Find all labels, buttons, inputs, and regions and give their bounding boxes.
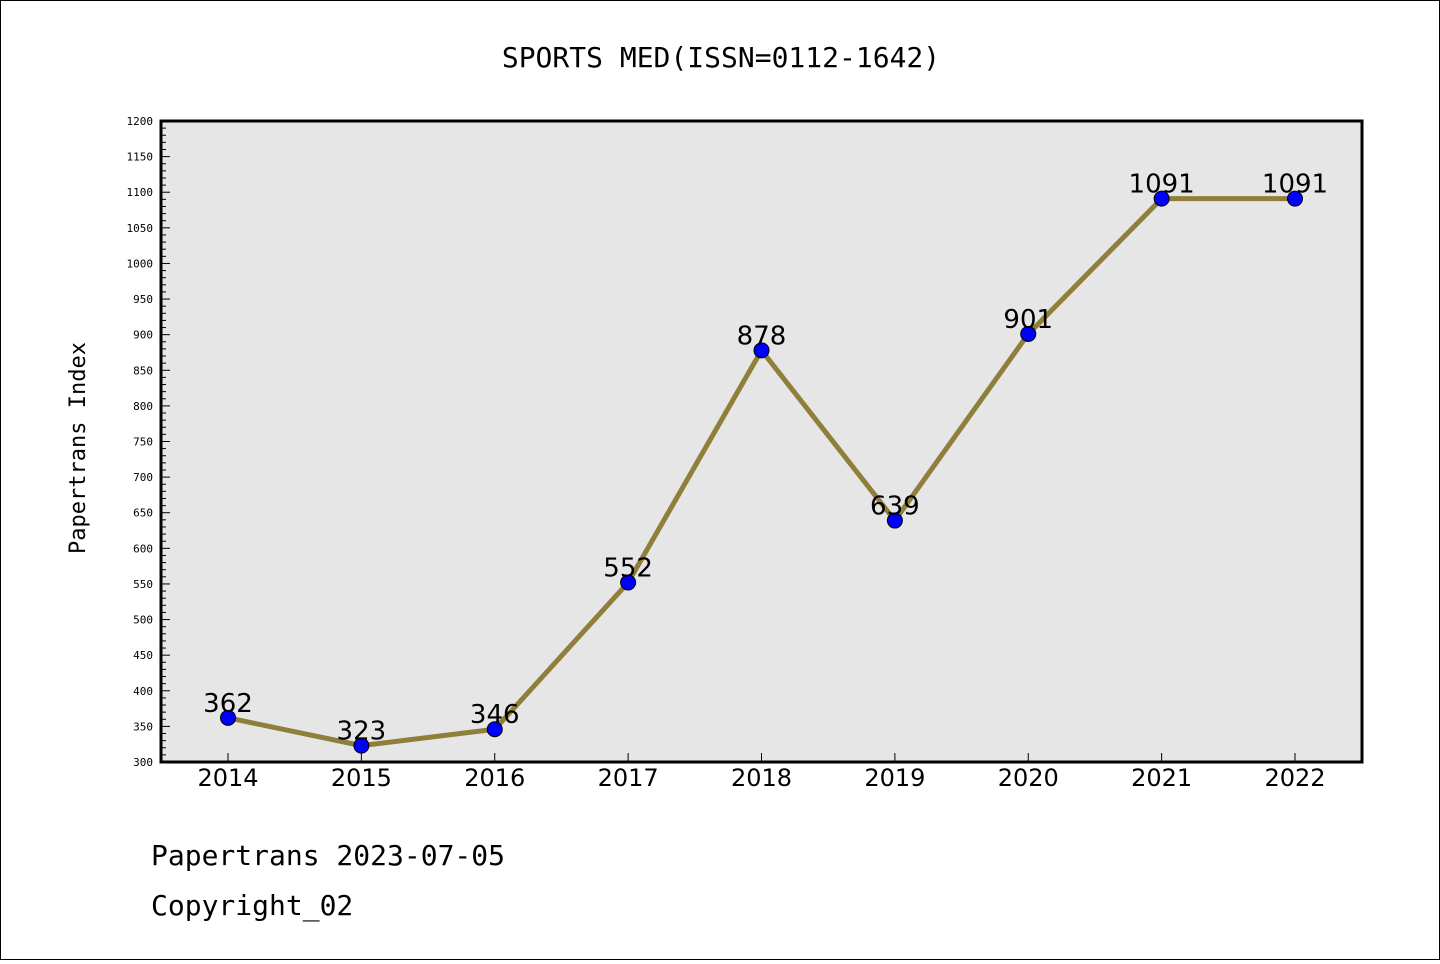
y-tick-label: 1150 [127,151,154,164]
x-tick-label: 2015 [331,764,392,792]
y-tick-label: 550 [133,578,153,591]
y-tick-label: 800 [133,400,153,413]
data-point [220,709,236,726]
y-tick-label: 1000 [127,257,154,270]
data-label: 901 [1003,305,1053,335]
data-point [1153,190,1170,207]
y-tick-label: 900 [133,329,153,342]
footer-date: Papertrans 2023-07-05 [151,839,505,872]
data-label: 878 [737,321,787,351]
data-point [486,721,503,738]
plot-area [161,121,1362,762]
plot-border [159,119,1364,764]
y-tick-label: 600 [133,542,153,555]
data-label: 323 [337,717,387,747]
y-tick-label: 750 [133,436,153,449]
x-tick-label: 2014 [197,764,258,792]
x-tick-label: 2019 [864,764,925,792]
data-point [1020,325,1037,342]
data-labels: 362 323 346 552 878 639 901 1091 1091 [203,170,1328,747]
data-label: 639 [870,492,920,522]
x-tick-label: 2022 [1264,764,1325,792]
x-tick-label: 2021 [1131,764,1192,792]
y-tick-label: 650 [133,507,153,520]
data-point [886,512,903,529]
series-group [220,190,1303,754]
x-tick-label: 2018 [731,764,792,792]
data-point [1287,190,1303,207]
data-label: 1091 [1129,170,1195,200]
data-point [620,574,637,591]
y-tick-label: 1200 [127,115,154,128]
y-tick-label: 950 [133,293,153,306]
y-tick-label: 400 [133,685,153,698]
y-tick-label: 500 [133,614,153,627]
x-axis: 2014 2015 2016 2017 2018 2019 2020 2021 2022 [197,753,1326,792]
y-tick-label: 1100 [127,186,154,199]
y-tick-label: 850 [133,364,153,377]
data-label: 552 [603,554,653,584]
y-axis-label: Papertrans Index [66,342,91,554]
x-tick-label: 2016 [464,764,525,792]
data-point [353,737,370,754]
y-tick-label: 450 [133,649,153,662]
data-label: 362 [203,689,253,719]
x-tick-label: 2020 [998,764,1059,792]
y-tick-label: 350 [133,720,153,733]
y-tick-label: 1050 [127,222,154,235]
x-tick-label: 2017 [598,764,659,792]
y-tick-label: 700 [133,471,153,484]
data-point [753,342,770,359]
data-label: 346 [470,700,520,730]
footer-copyright: Copyright_02 [151,889,353,923]
chart-title: SPORTS MED(ISSN=0112-1642) [502,41,940,74]
y-tick-label: 300 [133,756,153,769]
data-label: 1091 [1262,170,1328,200]
